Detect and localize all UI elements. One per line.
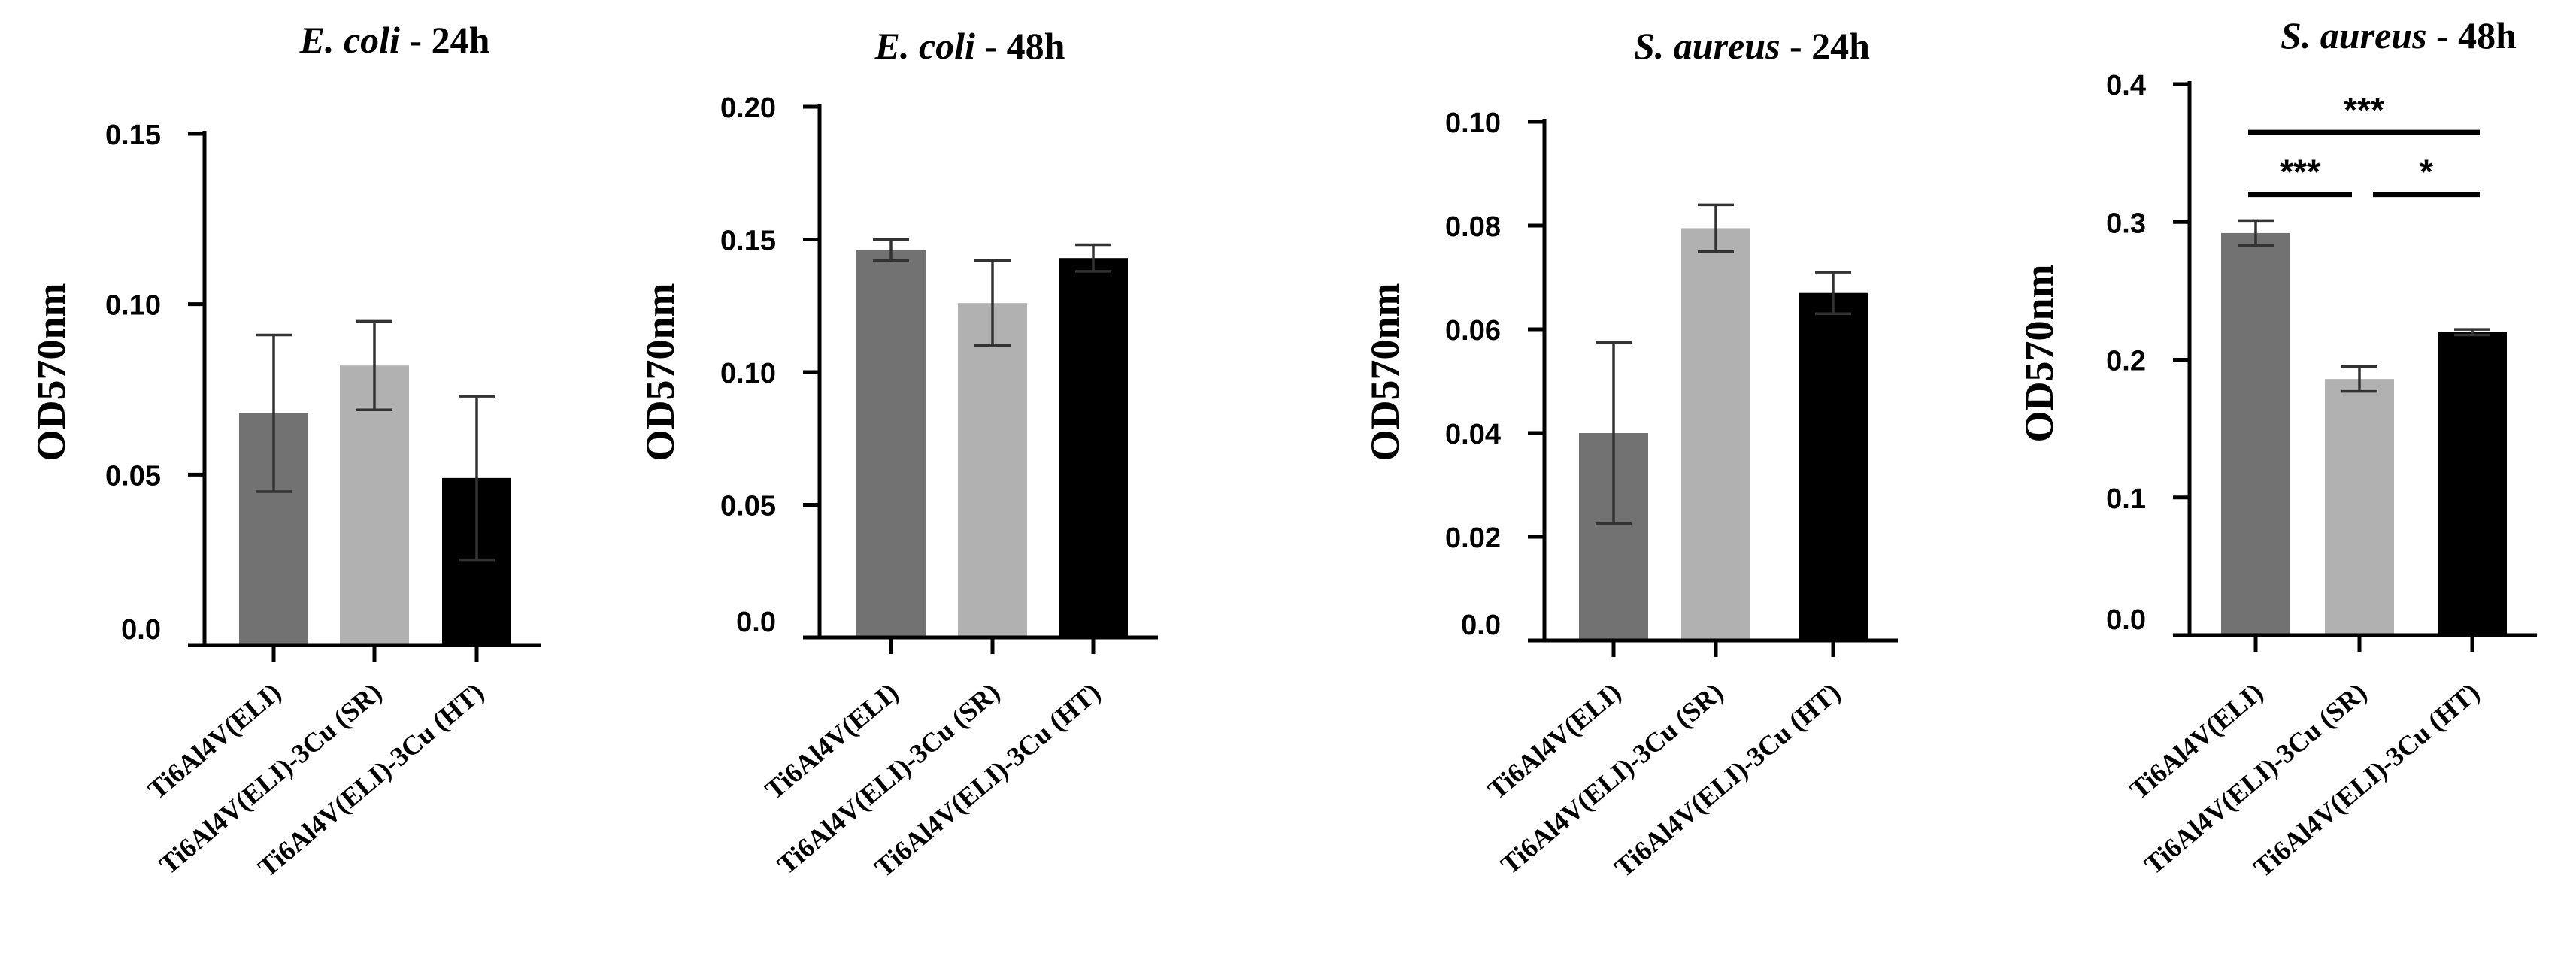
y-tick-label: 0.04	[1445, 419, 1501, 450]
chart-panel-4: S. aureus - 48h OD570nm 0.0 0.1 0.2 0.3 0.4 Ti6…	[2017, 14, 2537, 883]
y-tick-label: 0.15	[720, 226, 776, 257]
y-tick-label: 0.0	[736, 607, 776, 638]
y-tick-label: 0.0	[2106, 604, 2146, 636]
bar-2	[2325, 379, 2394, 635]
chart-title: E. coli - 24h	[299, 19, 490, 61]
y-tick-label: 0.08	[1445, 211, 1501, 243]
y-tick-label: 0.2	[2106, 346, 2146, 377]
y-axis-label: OD570nm	[638, 283, 683, 461]
error-bar-3	[459, 395, 495, 562]
chart-title-species: E. coli	[874, 25, 975, 67]
error-bar-1	[873, 238, 909, 262]
y-tick-label: 0.10	[105, 290, 161, 322]
chart-title: S. aureus - 24h	[1634, 25, 1870, 67]
y-tick-label: 0.05	[105, 460, 161, 492]
chart-panel-1: E. coli - 24hOD570nm0.00.050.100.15Ti6Al…	[29, 19, 541, 883]
chart-title-time: - 24h	[400, 19, 490, 61]
error-bar-3	[1075, 243, 1111, 273]
x-tick-label: Ti6Al4V(ELI)-3Cu (HT)	[1609, 677, 1847, 883]
y-tick-label: 0.4	[2106, 70, 2146, 101]
y-tick-label: 0.3	[2106, 207, 2146, 239]
chart-title-species: E. coli	[299, 19, 400, 61]
y-axis-label: OD570nm	[2017, 264, 2062, 442]
svg-text:***: ***	[2344, 90, 2384, 129]
bar-3	[1059, 258, 1128, 637]
error-bar-3	[1815, 271, 1851, 316]
error-bar-2	[2341, 365, 2377, 393]
error-bar-2	[974, 259, 1011, 347]
significance-marker-1: ***	[2248, 90, 2480, 135]
chart-title-species: S. aureus	[2281, 14, 2427, 56]
error-bar-2	[356, 319, 392, 411]
svg-text:*: *	[2420, 153, 2433, 192]
y-tick-label: 0.0	[121, 614, 161, 646]
y-tick-label: 0.10	[720, 358, 776, 389]
chart-title: S. aureus - 48h	[2281, 14, 2517, 56]
error-bar-1	[1596, 341, 1632, 525]
y-tick-label: 0.10	[1445, 108, 1501, 139]
bar-1	[2221, 232, 2290, 635]
chart-title-time: - 24h	[1780, 25, 1871, 67]
y-tick-label: 0.20	[720, 92, 776, 124]
significance-marker-3: *	[2373, 153, 2480, 198]
chart-title-time: - 48h	[975, 25, 1065, 67]
chart-title-species: S. aureus	[1634, 25, 1780, 67]
y-tick-label: 0.0	[1461, 610, 1501, 641]
bar-3	[2438, 332, 2507, 635]
bar-1	[856, 250, 926, 637]
error-bar-2	[1698, 203, 1734, 253]
chart-panel-3: S. aureus - 24h OD570nm 0.0 0.02 0.04 0.06 0.0…	[1362, 25, 1898, 883]
chart-title: E. coli - 48h	[874, 25, 1065, 67]
error-bar-1	[2238, 219, 2274, 247]
chart-panel-2: E. coli - 48hOD570nm0.00.050.100.150.20T…	[638, 25, 1158, 883]
y-tick-label: 0.1	[2106, 483, 2146, 515]
error-bar-1	[256, 333, 292, 493]
chart-title-time: - 48h	[2427, 14, 2517, 56]
y-tick-label: 0.02	[1445, 522, 1501, 554]
svg-text:***: ***	[2280, 153, 2320, 192]
y-tick-label: 0.05	[720, 491, 776, 522]
y-axis-label: OD570nm	[1362, 283, 1408, 461]
y-tick-label: 0.06	[1445, 315, 1501, 347]
x-tick-label: Ti6Al4V(ELI)-3Cu (HT)	[2248, 677, 2486, 883]
bar-2	[340, 365, 409, 645]
y-axis-label: OD570nm	[29, 283, 74, 461]
significance-marker-2: ***	[2248, 153, 2352, 198]
error-bar-3	[2454, 328, 2490, 337]
bar-2	[1681, 228, 1750, 641]
y-tick-label: 0.15	[105, 120, 161, 151]
bar-2	[958, 303, 1027, 637]
bar-3	[1799, 292, 1868, 641]
